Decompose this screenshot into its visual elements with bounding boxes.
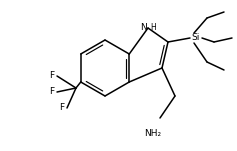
Text: Si: Si xyxy=(192,34,200,42)
Text: H: H xyxy=(150,22,156,32)
Text: F: F xyxy=(50,87,55,96)
Text: NH₂: NH₂ xyxy=(144,130,162,138)
Text: N: N xyxy=(141,24,147,32)
Text: F: F xyxy=(59,103,64,112)
Text: F: F xyxy=(50,72,55,80)
